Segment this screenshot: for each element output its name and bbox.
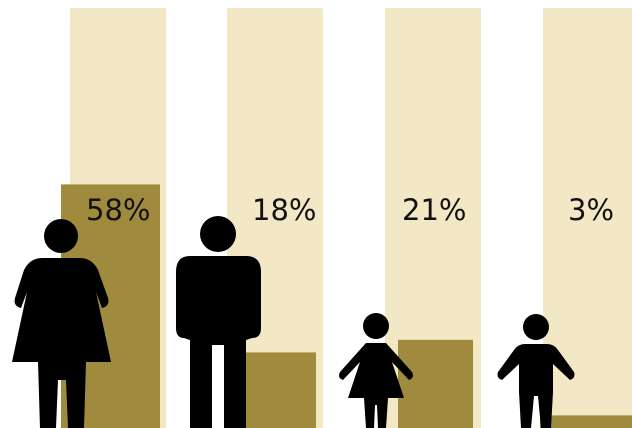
value-label-girl: 21% [402,193,466,227]
value-label-man: 18% [252,193,316,227]
value-label-woman: 58% [86,193,150,227]
value-label-boy: 3% [568,193,614,227]
bar-man [244,352,316,428]
bar-girl [398,340,473,428]
bar-boy [540,415,632,428]
